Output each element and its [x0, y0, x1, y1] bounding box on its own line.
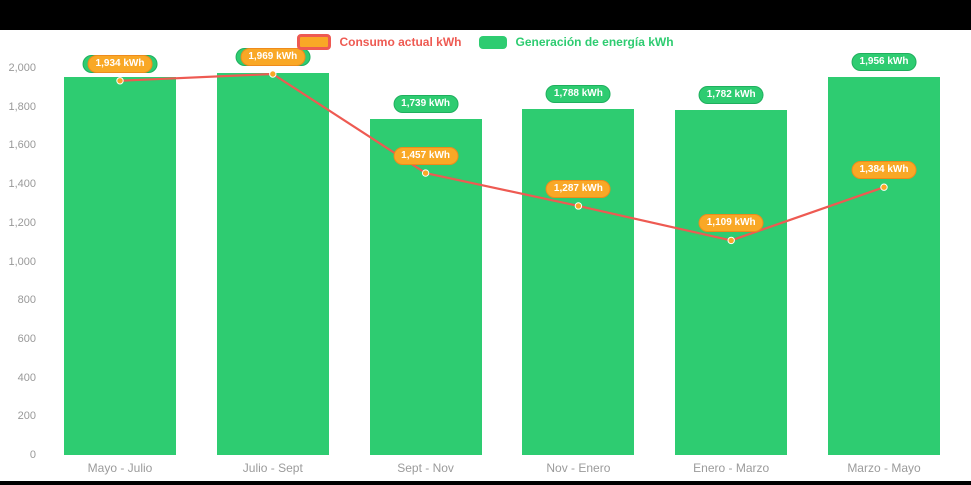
legend-label: Generación de energía kWh: [515, 35, 674, 49]
x-axis-label: Julio - Sept: [242, 461, 303, 475]
y-axis-tick-label: 1,800: [8, 100, 36, 113]
y-axis-tick-label: 400: [17, 371, 36, 384]
y-axis-tick-label: 200: [17, 410, 36, 423]
line-point[interactable]: [880, 183, 888, 191]
line-point[interactable]: [574, 202, 583, 210]
bar-generacion[interactable]: [675, 110, 788, 455]
bar-generacion[interactable]: [64, 76, 176, 455]
x-axis-label: Nov - Enero: [546, 461, 611, 475]
y-axis-tick-label: 1,000: [8, 255, 36, 268]
legend-label: Consumo actual kWh: [339, 35, 462, 49]
generation-value-label: 1,739 kWh: [393, 94, 459, 113]
line-point[interactable]: [269, 70, 277, 78]
y-axis-tick-label: 2,000: [8, 62, 36, 74]
generacion-bar-swatch-icon: [479, 35, 508, 49]
legend-item[interactable]: Consumo actual kWh: [297, 34, 461, 50]
x-axis-label: Mayo - Julio: [87, 461, 153, 475]
legend: Consumo actual kWh Generación de energía …: [0, 34, 971, 50]
x-axis-label: Enero - Marzo: [693, 461, 770, 475]
consumption-value-label: 1,934 kWh: [87, 54, 153, 73]
generation-value-label: 1,956 kWh: [851, 52, 917, 71]
generation-value-label: 1,782 kWh: [698, 86, 764, 105]
y-axis-tick-label: 600: [17, 332, 36, 345]
y-axis-tick-label: 0: [29, 449, 36, 461]
y-axis-tick-label: 800: [17, 294, 36, 307]
consumption-value-label: 1,969 kWh: [240, 47, 306, 66]
generation-value-label: 1,788 kWh: [545, 85, 611, 104]
line-point[interactable]: [727, 236, 735, 245]
legend-item[interactable]: Generación de energía kWh: [479, 35, 674, 49]
bar-generacion[interactable]: [369, 118, 482, 455]
x-axis-label: Marzo - Mayo: [847, 461, 921, 475]
consumption-value-label: 1,287 kWh: [545, 179, 611, 198]
line-point[interactable]: [116, 77, 124, 85]
bar-generacion[interactable]: [828, 76, 940, 455]
bar-generacion[interactable]: [216, 73, 329, 455]
consumption-value-label: 1,457 kWh: [393, 147, 459, 166]
line-point[interactable]: [421, 169, 430, 177]
y-axis-tick-label: 1,200: [8, 216, 36, 229]
x-axis-label: Sept - Nov: [397, 461, 454, 475]
y-axis-tick-label: 1,600: [8, 139, 36, 152]
consumo-line-swatch-icon: [297, 34, 332, 50]
consumption-value-label: 1,384 kWh: [851, 161, 917, 180]
bar-generacion[interactable]: [522, 109, 635, 455]
consumption-value-label: 1,109 kWh: [698, 214, 764, 233]
y-axis-tick-label: 1,400: [8, 178, 36, 191]
